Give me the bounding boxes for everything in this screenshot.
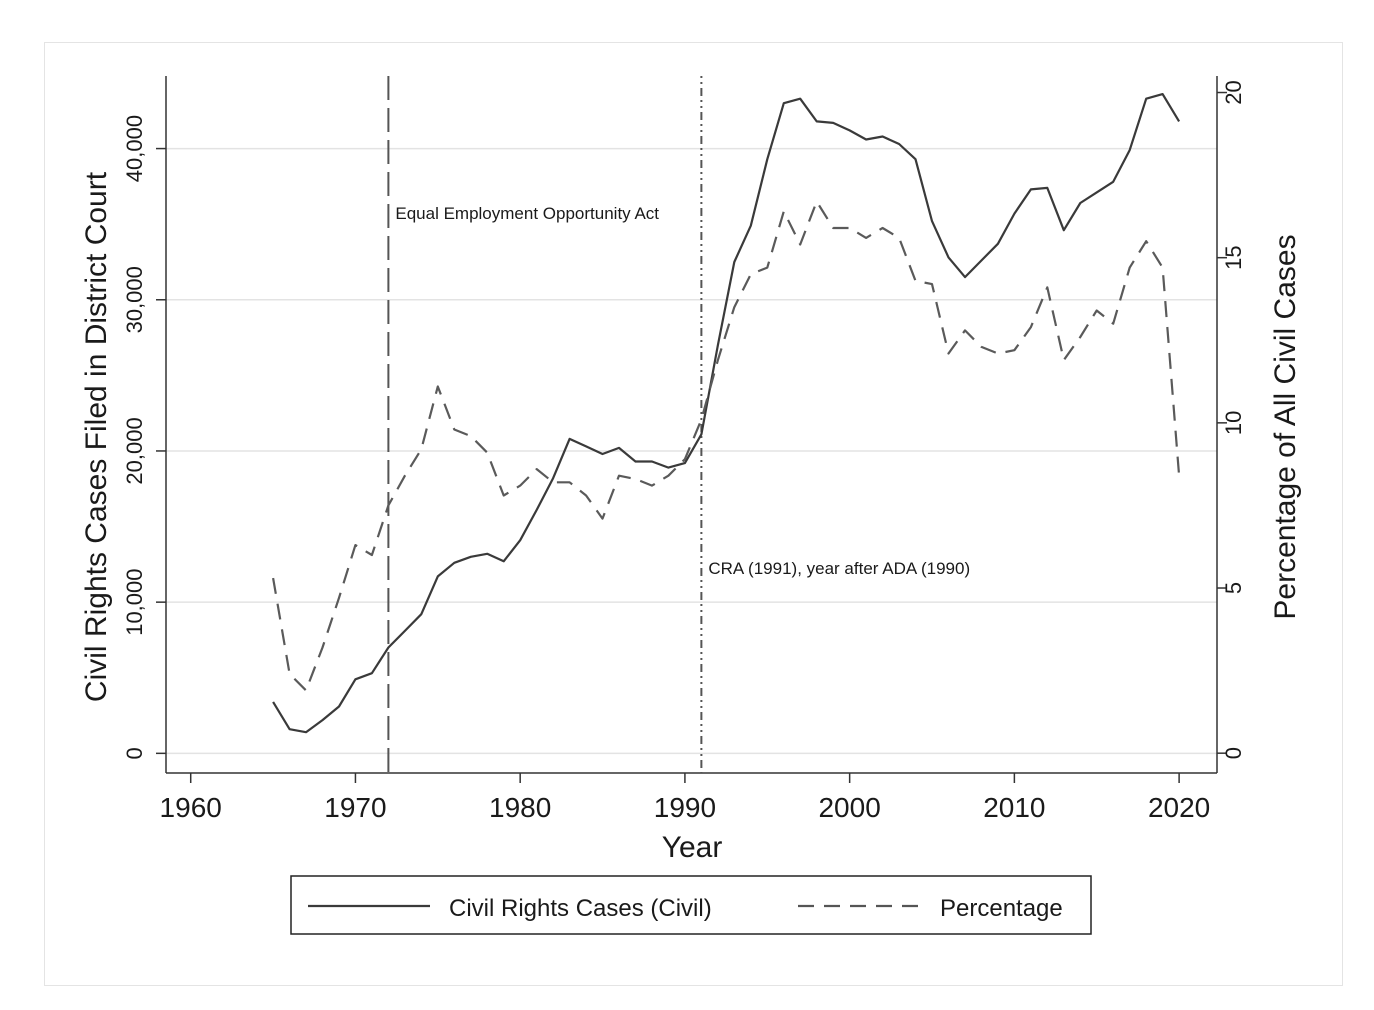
x-tick-label: 1990 — [654, 792, 716, 823]
y-right-tick-label: 10 — [1221, 411, 1246, 435]
x-tick-label: 2020 — [1148, 792, 1210, 823]
civil-rights-cases-series-line — [272, 92, 1181, 734]
x-tick-label: 2010 — [983, 792, 1045, 823]
x-tick-label: 1960 — [160, 792, 222, 823]
y-left-tick-label: 10,000 — [122, 569, 147, 636]
percentage-series-line — [272, 200, 1181, 692]
x-tick-label: 1970 — [324, 792, 386, 823]
y-right-tick-label: 0 — [1221, 747, 1246, 759]
cra-1991-annotation: CRA (1991), year after ADA (1990) — [708, 559, 970, 578]
y-right-tick-label: 5 — [1221, 582, 1246, 594]
grid-lines — [166, 147, 1217, 755]
y-right-tick-label: 20 — [1221, 80, 1246, 104]
series-lines — [272, 92, 1181, 734]
tick-labels: 0 10,000 20,000 30,000 40,000 0 5 10 15 20 1960 197… — [122, 80, 1246, 823]
chart-frame — [44, 42, 1343, 986]
legend: Civil Rights Cases (Civil) Percentage — [290, 875, 1092, 935]
y-axis-left-label: Civil Rights Cases Filed in District Cou… — [80, 171, 113, 702]
x-axis-label: Year — [662, 831, 723, 864]
x-tick-label: 1980 — [489, 792, 551, 823]
axes — [156, 76, 1227, 783]
x-tick-label: 2000 — [818, 792, 880, 823]
y-left-tick-label: 30,000 — [122, 266, 147, 333]
y-left-tick-label: 20,000 — [122, 417, 147, 484]
eeo-act-annotation: Equal Employment Opportunity Act — [395, 204, 659, 223]
y-right-tick-label: 15 — [1221, 245, 1246, 269]
legend-label-percentage: Percentage — [940, 895, 1063, 922]
y-axis-right-label: Percentage of All Civil Cases — [1269, 234, 1302, 619]
y-left-tick-label: 40,000 — [122, 115, 147, 182]
y-left-tick-label: 0 — [122, 747, 147, 759]
reference-lines: Equal Employment Opportunity Act CRA (199… — [387, 76, 970, 773]
legend-label-civil-rights-cases: Civil Rights Cases (Civil) — [449, 895, 712, 922]
